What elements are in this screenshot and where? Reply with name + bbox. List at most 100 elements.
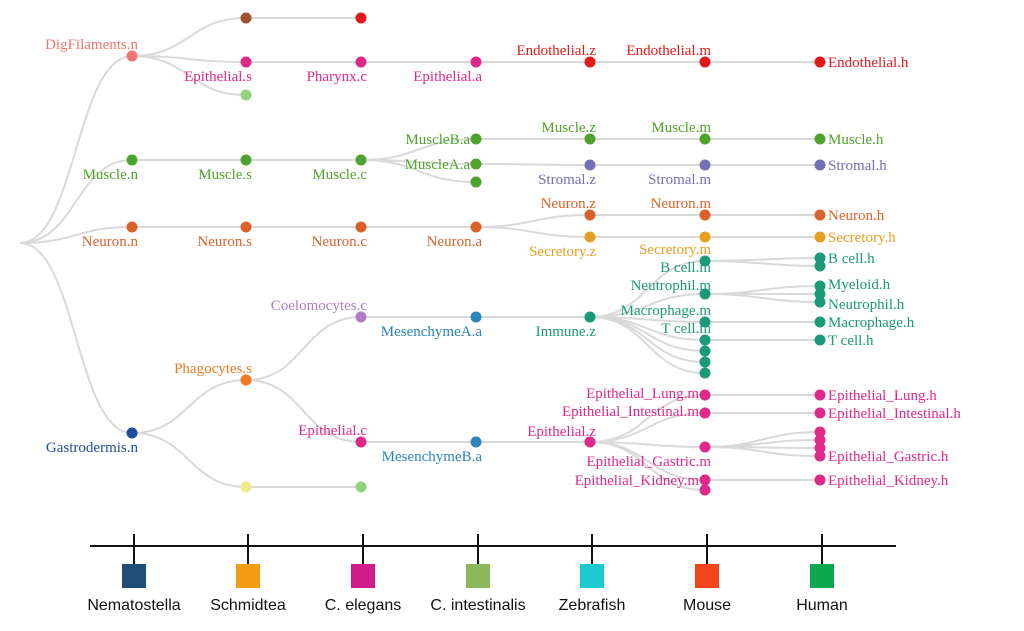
tree-link: [131, 379, 247, 434]
node-label: Neuron.z: [541, 196, 597, 212]
tree-link: [589, 316, 706, 374]
node-label: MuscleA.a: [405, 157, 471, 173]
tree-node: [355, 221, 367, 233]
tree-node: [699, 367, 711, 379]
tree-node: [814, 442, 826, 454]
tree-link: [475, 163, 591, 166]
tree-link: [589, 293, 706, 318]
tree-node: [814, 280, 826, 292]
species-label: C. elegans: [325, 597, 402, 614]
tree-link: [704, 260, 821, 267]
tree-node: [470, 176, 482, 188]
node-label: Secretory.h: [828, 230, 896, 246]
node-label: Neuron.m: [651, 196, 712, 212]
node-label: Muscle.n: [83, 167, 139, 183]
species-label: Mouse: [683, 597, 731, 614]
tree-node: [240, 481, 252, 493]
tree-node: [699, 133, 711, 145]
node-label: Phagocytes.s: [174, 361, 252, 377]
tree-node: [699, 345, 711, 357]
node-label: T cell.h: [828, 333, 874, 349]
node-label: Epithelial.z: [527, 424, 596, 440]
tree-node: [814, 407, 826, 419]
node-label: Neuron.h: [828, 208, 885, 224]
node-label: Pharynx.c: [307, 69, 368, 85]
tree-node: [699, 356, 711, 368]
tree-node: [814, 56, 826, 68]
node-label: Gastrodermis.n: [46, 440, 139, 456]
tree-node: [814, 133, 826, 145]
tree-link: [131, 432, 247, 488]
node-label: Neuron.s: [197, 234, 252, 250]
tree-node: [126, 221, 138, 233]
node-label: Epithelial.s: [184, 69, 252, 85]
tree-node: [699, 316, 711, 328]
node-label: Muscle.m: [651, 120, 711, 136]
node-label: Neuron.n: [82, 234, 139, 250]
tree-node: [584, 311, 596, 323]
tree-node: [126, 427, 138, 439]
node-label: Epithelial_Kidney.h: [828, 473, 949, 489]
tree-node: [240, 56, 252, 68]
species-color-swatch: [122, 564, 146, 588]
tree-node: [240, 89, 252, 101]
tree-node: [699, 255, 711, 267]
tree-node: [814, 288, 826, 300]
tree-node: [699, 474, 711, 486]
tree-node: [355, 56, 367, 68]
tree-link: [245, 316, 362, 381]
species-color-swatch: [351, 564, 375, 588]
node-label: Stromal.h: [828, 158, 887, 174]
node-label: Epithelial_Intestinal.m: [562, 404, 699, 420]
tree-link: [19, 159, 133, 244]
node-label: Epithelial_Gastric.m: [586, 454, 711, 470]
tree-link: [704, 439, 821, 448]
node-label: Endothelial.m: [626, 43, 711, 59]
node-label: Neuron.c: [312, 234, 368, 250]
tree-node: [584, 133, 596, 145]
tree-node: [470, 436, 482, 448]
tree-node: [470, 158, 482, 170]
tree-node: [470, 133, 482, 145]
tree-link: [589, 441, 706, 491]
node-label: DigFilaments.n: [45, 37, 138, 53]
node-label: Epithelial_Intestinal.h: [828, 406, 961, 422]
tree-node: [240, 221, 252, 233]
tree-node: [470, 56, 482, 68]
species-label: Human: [796, 597, 848, 614]
tree-node: [355, 481, 367, 493]
tree-node: [699, 407, 711, 419]
node-label: Neutrophil.m: [631, 278, 712, 294]
node-label: Muscle.h: [828, 132, 884, 148]
tree-links: [19, 16, 821, 491]
tree-node: [240, 12, 252, 24]
tree-link: [360, 159, 477, 183]
node-label: MuscleB.a: [405, 132, 470, 148]
node-label: Myeloid.h: [828, 277, 891, 293]
node-label: T cell.m: [661, 321, 711, 337]
species-color-swatch: [810, 564, 834, 588]
species-label: Schmidtea: [210, 597, 286, 614]
node-label: Epithelial_Kidney.m: [575, 473, 700, 489]
tree-node: [814, 159, 826, 171]
tree-node: [584, 209, 596, 221]
species-color-swatch: [236, 564, 260, 588]
tree-node: [814, 209, 826, 221]
tree-node: [814, 316, 826, 328]
tree-node: [699, 56, 711, 68]
tree-node: [470, 221, 482, 233]
tree-node: [584, 56, 596, 68]
node-label: Endothelial.h: [828, 55, 909, 71]
node-label: Secretory.m: [639, 242, 711, 258]
species-label: C. intestinalis: [430, 597, 525, 614]
tree-link: [589, 412, 706, 443]
species-label: Nematostella: [87, 597, 180, 614]
tree-link: [589, 441, 706, 448]
tree-node: [126, 154, 138, 166]
node-label: Neuron.a: [427, 234, 483, 250]
species-label: Zebrafish: [559, 597, 626, 614]
tree-node: [814, 450, 826, 462]
tree-node: [355, 154, 367, 166]
tree-node: [240, 374, 252, 386]
tree-node: [240, 154, 252, 166]
